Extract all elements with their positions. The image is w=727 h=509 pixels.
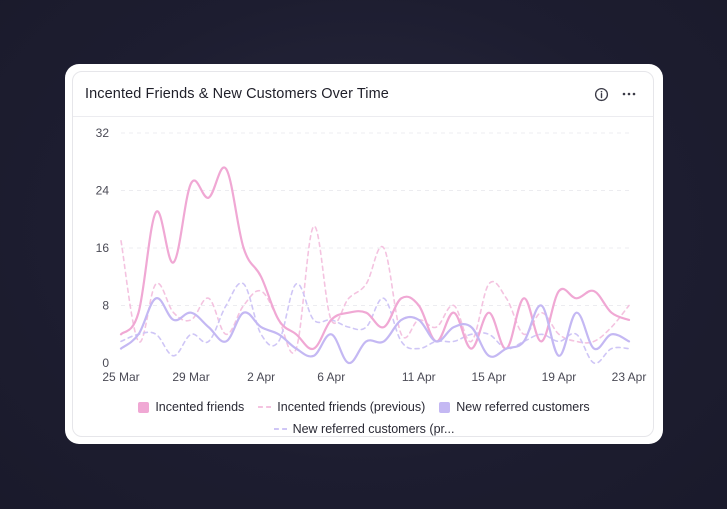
card-title: Incented Friends & New Customers Over Ti…: [85, 86, 389, 102]
y-tick-label: 8: [102, 299, 109, 313]
more-horizontal-icon: [622, 92, 636, 96]
legend-label: Incented friends: [155, 400, 245, 414]
legend-label: New referred customers: [456, 400, 590, 414]
legend-label: Incented friends (previous): [277, 400, 426, 414]
series-line-incented-friends: [119, 166, 631, 351]
chart-area: 0 8 16 24 32 25 Mar 29 Mar 2 Apr 6 Apr 11 Apr 15 A…: [73, 117, 655, 387]
series-line-new-referred-customers: [119, 297, 631, 365]
series-line-new-referred-customers-pr: [120, 282, 630, 365]
x-tick-label: 11 Apr: [402, 370, 436, 384]
line-chart: 0 8 16 24 32 25 Mar 29 Mar 2 Apr 6 Apr 11 Apr 15 A…: [96, 126, 647, 384]
x-tick-label: 15 Apr: [472, 370, 507, 384]
legend-row-2: New referred customers (pr...: [73, 419, 655, 439]
card-container: Incented Friends & New Customers Over Ti…: [65, 64, 663, 444]
legend-swatch: [258, 406, 272, 408]
chart-legend: Incented friends Incented friends (previ…: [73, 397, 655, 439]
x-tick-label: 6 Apr: [317, 370, 345, 384]
y-tick-label: 32: [96, 126, 110, 140]
chart-card: Incented Friends & New Customers Over Ti…: [72, 71, 654, 437]
legend-swatch: [439, 401, 451, 413]
x-tick-label: 25 Mar: [102, 370, 139, 384]
card-header: Incented Friends & New Customers Over Ti…: [73, 72, 653, 117]
x-tick-label: 23 Apr: [612, 370, 647, 384]
y-tick-label: 24: [96, 184, 110, 198]
series-line-incented-friends-previous: [120, 225, 630, 354]
x-tick-label: 19 Apr: [542, 370, 577, 384]
legend-item-incented-friends[interactable]: Incented friends: [138, 400, 244, 414]
legend-swatch: [273, 428, 287, 430]
legend-label: New referred customers (pr...: [292, 422, 455, 436]
x-tick-label: 29 Mar: [172, 370, 209, 384]
y-tick-label: 16: [96, 241, 110, 255]
legend-row-1: Incented friends Incented friends (previ…: [73, 397, 655, 417]
y-tick-label: 0: [102, 356, 109, 370]
info-button[interactable]: [591, 84, 611, 104]
legend-swatch: [138, 401, 150, 413]
info-circle-icon: [594, 87, 608, 101]
legend-item-new-referred-customers-previous[interactable]: New referred customers (pr...: [273, 422, 455, 436]
legend-item-new-referred-customers[interactable]: New referred customers: [439, 400, 590, 414]
legend-item-incented-friends-previous[interactable]: Incented friends (previous): [258, 400, 425, 414]
more-options-button[interactable]: [619, 84, 639, 104]
x-tick-label: 2 Apr: [247, 370, 275, 384]
